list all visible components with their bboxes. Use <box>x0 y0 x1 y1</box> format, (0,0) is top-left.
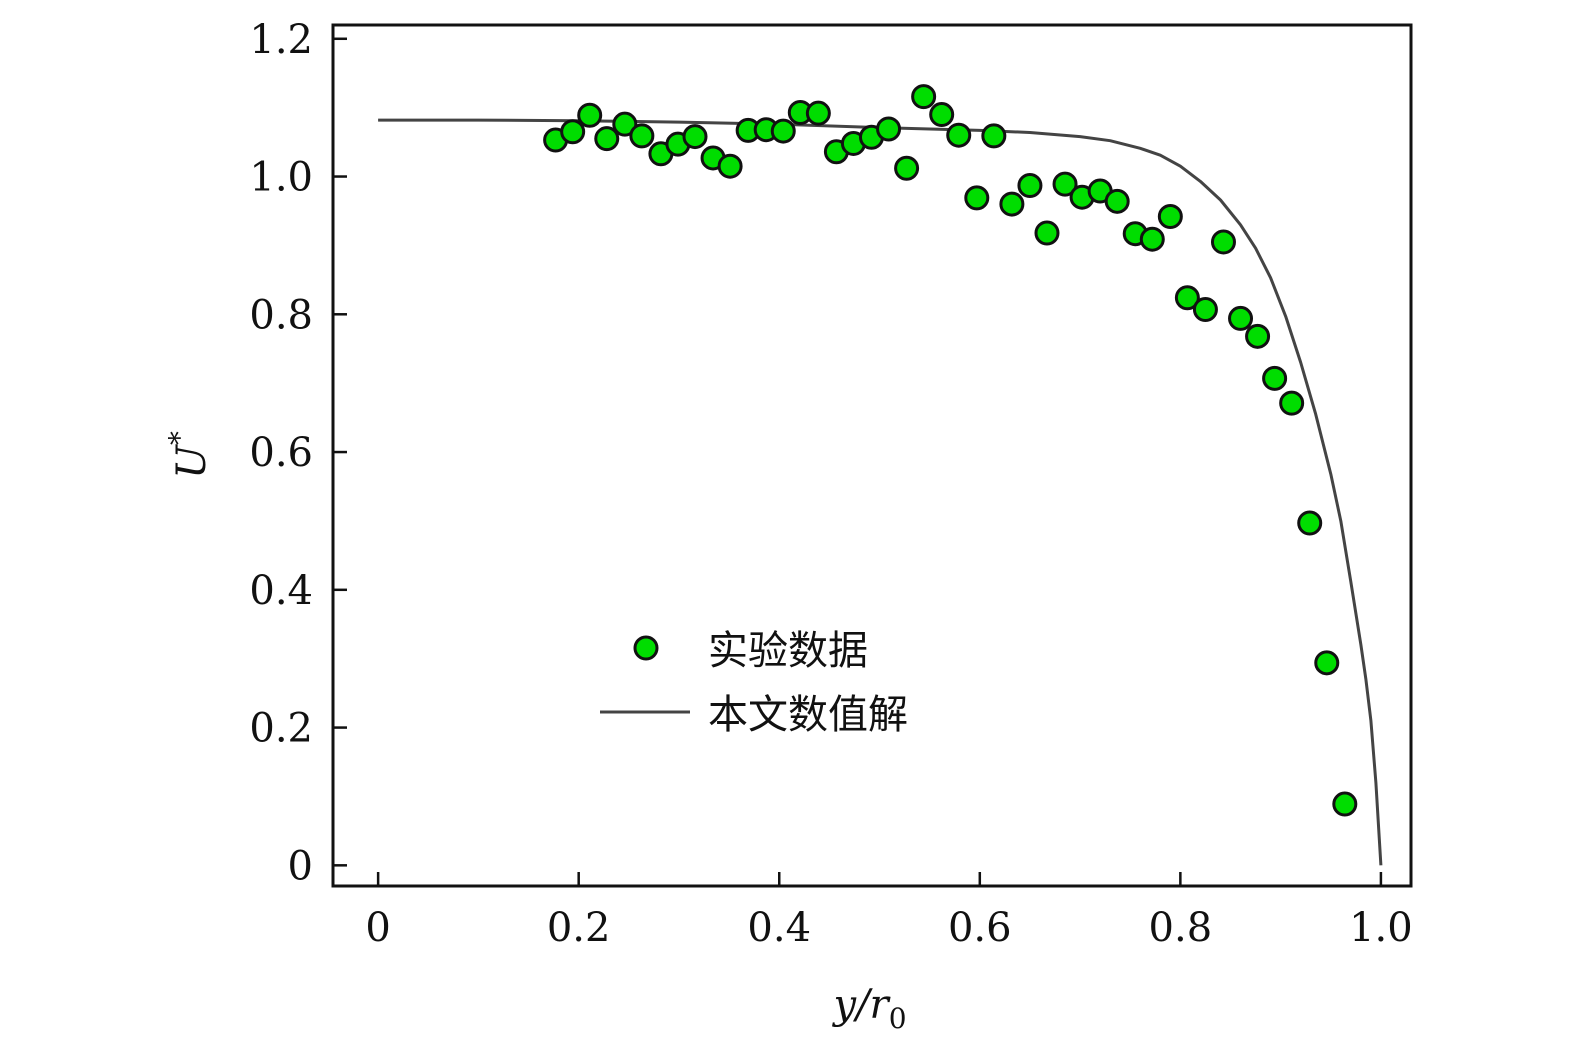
data-point <box>1262 365 1288 391</box>
plot-frame <box>331 23 1413 888</box>
data-point <box>929 102 955 128</box>
series-scatter-layer <box>543 84 1358 817</box>
y-tick-label: 0.8 <box>249 292 313 338</box>
x-tick-label: 0.6 <box>948 905 1012 951</box>
data-point <box>981 123 1007 149</box>
y-tick-label: 0 <box>288 843 313 889</box>
data-point <box>1228 305 1254 331</box>
y-tick-label: 1.0 <box>249 155 313 201</box>
legend-label-scatter: 实验数据 <box>708 628 868 674</box>
data-point <box>894 155 920 181</box>
data-point <box>1245 323 1271 349</box>
x-tick-label: 0 <box>365 905 390 951</box>
data-point <box>1314 650 1340 676</box>
series-line-path <box>378 118 1383 866</box>
data-point <box>1034 220 1060 246</box>
y-tick-label: 0.6 <box>249 430 313 476</box>
data-point <box>911 84 937 110</box>
data-point <box>1104 188 1130 214</box>
data-point <box>964 185 990 211</box>
data-point <box>1174 285 1200 311</box>
data-point <box>946 122 972 148</box>
x-tick-label: 0.2 <box>547 905 611 951</box>
legend: 实验数据 本文数值解 <box>600 628 908 738</box>
data-point <box>612 111 638 137</box>
x-tick-label: 0.8 <box>1149 905 1213 951</box>
data-point <box>682 124 708 150</box>
data-point <box>560 119 586 145</box>
data-point <box>1192 296 1218 322</box>
data-point <box>1297 510 1323 536</box>
data-point <box>770 118 796 144</box>
data-point <box>999 191 1025 217</box>
x-axis-label: y/r0 <box>831 982 906 1035</box>
x-tick-label: 0.4 <box>747 905 811 951</box>
y-tick-label: 0.2 <box>249 706 313 752</box>
data-point <box>805 100 831 126</box>
data-point <box>1139 226 1165 252</box>
y-tick-label: 0.4 <box>249 568 313 614</box>
legend-marker-scatter <box>633 635 659 661</box>
axes <box>331 23 1413 888</box>
series-line-layer <box>378 118 1383 866</box>
data-point <box>876 116 902 142</box>
data-point <box>1279 390 1305 416</box>
data-point <box>1210 229 1236 255</box>
data-point <box>1052 171 1078 197</box>
data-point <box>1332 791 1358 817</box>
legend-label-line: 本文数值解 <box>708 692 908 738</box>
data-point <box>717 153 743 179</box>
data-point <box>1157 203 1183 229</box>
y-tick-label: 1.2 <box>249 17 313 63</box>
data-point <box>629 123 655 149</box>
data-point <box>594 126 620 152</box>
data-point <box>1017 172 1043 198</box>
y-axis-label: U* <box>163 431 215 479</box>
x-tick-label: 1.0 <box>1349 905 1413 951</box>
ticks: 0 0.2 0.4 0.6 0.8 1.0 0 0.2 0.4 0.6 0.8 1.0 1.2 <box>249 17 1412 951</box>
data-point <box>577 102 603 128</box>
